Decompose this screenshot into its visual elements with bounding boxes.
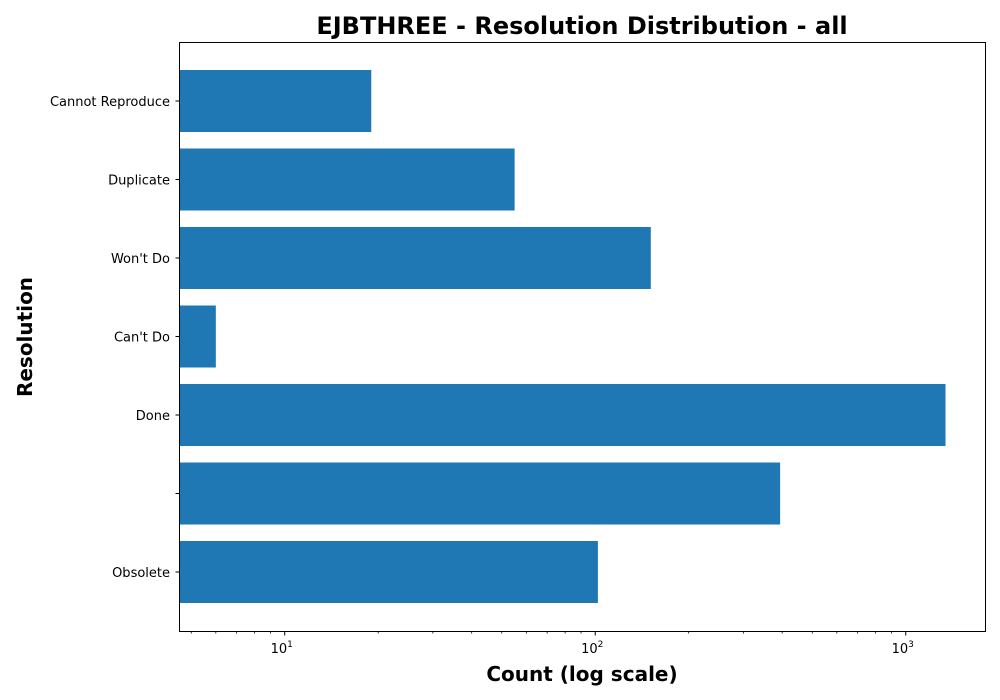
y-tick-label: Cannot Reproduce bbox=[50, 95, 170, 110]
x-tick-label: 101 bbox=[271, 640, 293, 657]
y-tick-label: Can't Do bbox=[114, 331, 170, 346]
y-tick-label: Duplicate bbox=[108, 174, 170, 189]
y-axis-label: Resolution bbox=[13, 277, 37, 397]
bar bbox=[180, 148, 515, 211]
x-tick-label: 103 bbox=[892, 640, 914, 657]
bar bbox=[180, 70, 372, 132]
plot-frame bbox=[179, 42, 986, 632]
bars-layer bbox=[180, 70, 946, 603]
bar bbox=[180, 541, 598, 603]
y-tick-label: Won't Do bbox=[111, 252, 170, 267]
y-tick-label: Done bbox=[136, 409, 170, 424]
bar bbox=[180, 462, 781, 525]
y-tick-label: Obsolete bbox=[112, 566, 170, 581]
x-axis-label: Count (log scale) bbox=[486, 662, 677, 686]
chart-title: EJBTHREE - Resolution Distribution - all bbox=[316, 12, 847, 40]
bar bbox=[180, 227, 651, 289]
ticks-layer: Cannot Reproduce Duplicate Won't Do Can't D… bbox=[50, 95, 914, 657]
bar bbox=[180, 384, 946, 446]
x-tick-label: 102 bbox=[581, 640, 603, 657]
bar bbox=[180, 305, 216, 368]
